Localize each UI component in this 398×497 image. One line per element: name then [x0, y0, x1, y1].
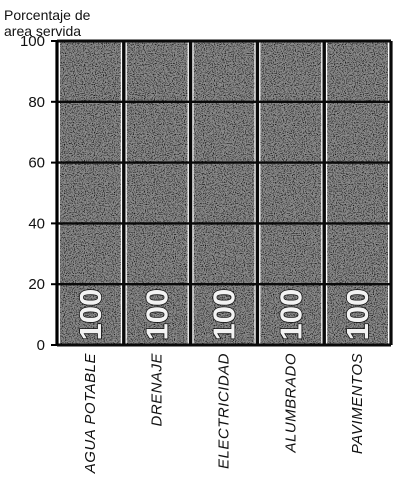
bar-texture: [60, 41, 121, 345]
y-tick-label: 80: [28, 94, 45, 111]
data-label: 100: [273, 289, 308, 341]
data-label: 100: [207, 289, 242, 341]
bar-texture: [126, 41, 188, 345]
y-axis-title-line-1: Porcentaje de: [4, 7, 91, 23]
bar-texture: [193, 41, 255, 345]
category-label: ELECTRICIDAD: [216, 353, 233, 469]
axis-layer: 0 20 40 60 80 100: [20, 33, 59, 354]
y-axis-title-line-2: area servida: [4, 23, 81, 39]
data-label: 100: [73, 289, 108, 341]
category-label: PAVIMENTOS: [349, 353, 366, 454]
category-label: DRENAJE: [149, 353, 166, 427]
y-tick-label: 40: [28, 215, 45, 232]
bar-texture: [260, 41, 322, 345]
y-tick-label: 60: [28, 155, 45, 172]
y-tick-label: 20: [28, 276, 45, 293]
y-tick-label: 0: [37, 337, 45, 354]
category-label: ALUMBRADO: [282, 353, 299, 454]
y-tick-label: 100: [20, 33, 45, 50]
label-layer: 100 100 100 100 100 AGUA POTABLE DRENAJE ELECTR…: [72, 288, 376, 475]
data-label: 100: [340, 289, 375, 341]
data-label: 100: [140, 289, 175, 341]
bar-texture: [327, 41, 388, 345]
texture-layer: [60, 41, 388, 345]
category-label: AGUA POTABLE: [82, 353, 99, 475]
